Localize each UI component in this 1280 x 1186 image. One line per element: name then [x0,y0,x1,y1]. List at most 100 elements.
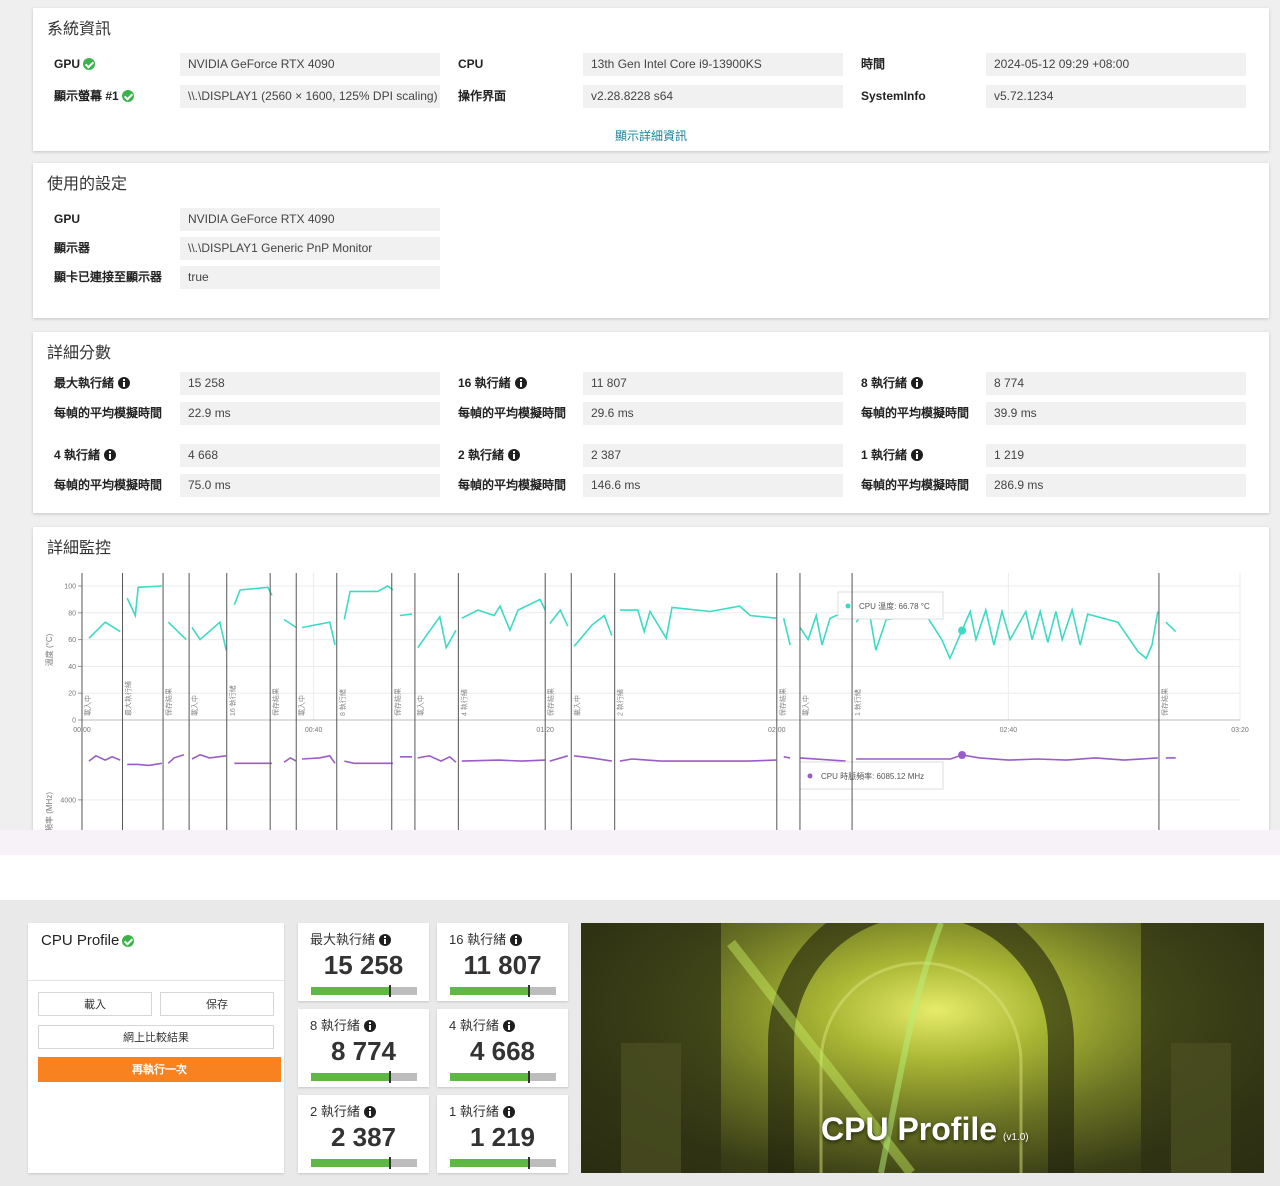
phase-label: 保存結果 [546,688,555,716]
tile-label: 2 執行緒 [310,1101,376,1120]
profile-title: CPU Profile [41,932,135,949]
label-text: 4 執行緒 [54,448,101,462]
monitoring-panel: 詳細監控 [33,527,1269,830]
tooltip-text: CPU 溫度: 66.78 °C [859,601,930,611]
tile-score: 11 807 [463,950,542,980]
info-icon [363,1106,376,1118]
banner-version: (v1.0) [1003,1132,1029,1143]
tooltip-dot [807,773,813,779]
tile-label: 16 執行緒 [449,929,523,948]
info-label: CPU [458,53,483,76]
tile-score: 8 774 [330,1036,397,1066]
time-value: 22.9 ms [180,402,440,425]
tooltip-text: CPU 時脈頻率: 6085.12 MHz [821,771,924,781]
settings-panel: 使用的設定 GPU NVIDIA GeForce RTX 4090 顯示器 \\.\DI… [33,163,1269,318]
profile-card: CPU Profile 載入 保存網上比較結果 再執行一次 [28,923,284,1173]
score-tile: 1 執行緒 1 219 [437,1095,568,1173]
score-label: 4 執行緒 [54,444,117,467]
x-tick-label: 03:20 [1231,727,1249,734]
panel-title: 使用的設定 [47,176,128,193]
phase-label: 8 執行緒 [338,689,347,716]
score-tile: 2 執行緒 2 387 [298,1095,429,1173]
score-label: 1 執行緒 [861,444,924,467]
score-tile: 8 執行緒 8 774 [298,1009,429,1087]
info-icon [502,1106,515,1118]
setting-value: \\.\DISPLAY1 Generic PnP Monitor [180,237,440,260]
panel-title: 詳細監控 [47,540,112,557]
banner-title: CPU Profile (v1.0) [821,1111,1029,1148]
info-icon [379,934,392,946]
info-value: NVIDIA GeForce RTX 4090 [180,53,440,76]
score-tile: 4 執行緒 4 668 [437,1009,568,1087]
phase-label: 4 執行緒 [459,689,468,716]
label-text: GPU [54,57,81,71]
panel-title: 系統資訊 [47,21,112,38]
score-value: 1 219 [986,444,1246,467]
button[interactable]: 再執行一次 [38,1057,281,1082]
system-info-panel: 系統資訊 GPU NVIDIA GeForce RTX 4090 顯示螢幕 #1 \\.… [33,8,1269,151]
score-tile: 最大執行緒 15 258 [298,923,429,1001]
info-label: 操作界面 [458,85,506,108]
frequency-line [88,753,1176,767]
info-value: 13th Gen Intel Core i9-13900KS [583,53,843,76]
label-text: 2 執行緒 [458,448,505,462]
label-text: 最大執行緒 [54,376,115,390]
info-icon [510,934,523,946]
y-tick-label: 80 [68,610,76,617]
info-value: \\.\DISPLAY1 (2560 × 1600, 125% DPI scal… [180,85,440,108]
phase-label: 16 執行緒 [228,685,237,716]
phase-label: 保存結果 [393,688,402,716]
tile-score: 4 668 [469,1036,536,1066]
setting-label: 顯卡已連接至顯示器 [54,270,163,284]
y-tick-label: 40 [68,664,76,671]
label-text: 顯示螢幕 #1 [54,89,119,103]
tile-score: 1 219 [469,1122,536,1152]
temperature-line [88,585,1177,661]
info-value: v5.72.1234 [986,85,1246,108]
button[interactable]: 網上比較結果 [38,1025,274,1049]
info-icon [104,449,117,461]
button[interactable]: 保存 [160,992,274,1016]
time-label: 每幀的平均模擬時間 [458,406,567,420]
tile-label: 最大執行緒 [310,929,392,948]
banner-name: CPU Profile [821,1111,998,1147]
x-tick-label: 02:40 [1000,727,1018,734]
monitoring-chart: 00:0000:4001:2002:0002:4003:200204060801… [44,573,1249,830]
setting-value: NVIDIA GeForce RTX 4090 [180,208,440,231]
y-tick-label: 100 [64,584,76,591]
tooltip-box [837,591,944,620]
score-value: 2 387 [583,444,843,467]
time-label: 每幀的平均模擬時間 [54,406,163,420]
tile-bar [311,985,417,997]
score-value: 4 668 [180,444,440,467]
tile-score: 2 387 [330,1122,397,1152]
details-link[interactable]: 顯示詳細資訊 [614,129,687,143]
info-label: GPU [54,53,96,76]
hover-point [958,751,967,760]
info-icon [911,377,924,389]
score-value: 8 774 [986,372,1246,395]
phase-label: 載入中 [572,695,581,716]
fade [0,830,1280,855]
check-icon [121,90,134,102]
info-label: 顯示螢幕 #1 [54,85,134,108]
time-value: 146.6 ms [583,474,843,497]
label-text: 8 執行緒 [310,1018,360,1033]
time-value: 75.0 ms [180,474,440,497]
tile-label: 8 執行緒 [310,1015,376,1034]
phase-label: 2 執行緒 [616,689,625,716]
label-text: 操作界面 [458,89,507,103]
button[interactable]: 載入 [38,992,152,1016]
check-icon [83,58,96,70]
label-text: 時間 [861,57,886,71]
info-label: 時間 [861,53,885,76]
check-icon [122,935,135,947]
time-label: 每幀的平均模擬時間 [861,406,970,420]
label-text: 2 執行緒 [310,1104,360,1119]
y-axis-label: 頻率 (MHz) [44,792,54,830]
phase-label: 保存結果 [778,688,787,716]
time-value: 286.9 ms [986,474,1246,497]
report-area: 系統資訊 GPU NVIDIA GeForce RTX 4090 顯示螢幕 #1 \\.… [0,0,1280,830]
divider [28,980,284,981]
info-value: 2024-05-12 09:29 +08:00 [986,53,1246,76]
